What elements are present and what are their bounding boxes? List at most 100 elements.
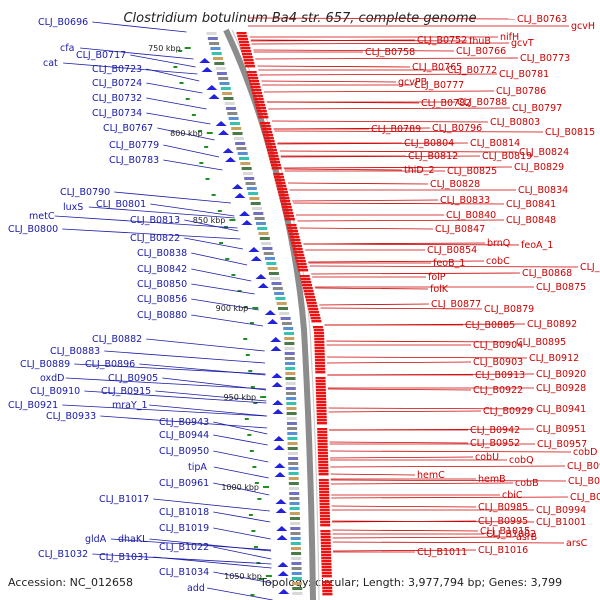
right-leader-line bbox=[283, 166, 513, 169]
left-leader-line bbox=[191, 252, 248, 266]
feature-block bbox=[239, 157, 250, 160]
reverse-gene-block bbox=[255, 104, 266, 107]
right-leader-line bbox=[261, 80, 397, 83]
reverse-gene-block bbox=[267, 152, 278, 155]
gc-marker bbox=[250, 594, 255, 596]
left-leader-line bbox=[65, 377, 266, 390]
reverse-gene-block bbox=[316, 407, 327, 410]
feature-block bbox=[284, 337, 295, 340]
reverse-gene-block bbox=[318, 467, 329, 470]
reverse-gene-block bbox=[301, 281, 312, 284]
forward-gene-arrow bbox=[278, 589, 290, 594]
left-gene-label: CLJ_B0883 bbox=[50, 346, 100, 357]
right-gene-label: CLJ_B0984 bbox=[570, 492, 600, 503]
reverse-gene-block bbox=[252, 95, 263, 98]
reverse-gene-block bbox=[315, 377, 326, 380]
right-leader-line bbox=[277, 142, 469, 145]
right-gene-label: CLJ_B0797 bbox=[512, 103, 562, 114]
feature-block bbox=[284, 347, 295, 350]
reverse-gene-block bbox=[320, 524, 331, 527]
reverse-gene-block bbox=[296, 263, 307, 266]
kbp-label: 1000 kbp bbox=[221, 483, 259, 492]
feature-block bbox=[249, 197, 260, 200]
left-gene-label: luxS bbox=[63, 202, 83, 213]
right-gene-label: CLJ_B0781 bbox=[499, 69, 549, 80]
gc-marker bbox=[199, 162, 204, 164]
feature-block bbox=[289, 497, 300, 500]
reverse-gene-block bbox=[315, 368, 326, 371]
genome-backbone-inner bbox=[231, 29, 320, 600]
forward-gene-arrow bbox=[232, 184, 244, 189]
feature-block bbox=[258, 232, 269, 235]
right-leader-line bbox=[259, 73, 498, 76]
right-gene-label: CLJ_B1015 bbox=[480, 526, 530, 537]
reverse-gene-block bbox=[302, 284, 313, 287]
forward-gene-arrow bbox=[218, 130, 229, 135]
forward-gene-arrow bbox=[272, 409, 284, 414]
left-leader-line bbox=[184, 219, 239, 232]
reverse-gene-block bbox=[242, 56, 253, 59]
feature-block bbox=[215, 67, 226, 70]
feature-block bbox=[236, 147, 247, 150]
left-gene-label: CLJ_B0921 bbox=[8, 400, 58, 411]
reverse-gene-block bbox=[321, 554, 332, 557]
reverse-gene-block bbox=[268, 155, 279, 158]
reverse-gene-block bbox=[316, 419, 327, 422]
right-gene-label: CLJ_B0892 bbox=[527, 319, 577, 330]
left-leader-line bbox=[146, 338, 265, 352]
reverse-gene-block bbox=[321, 566, 332, 569]
reverse-gene-block bbox=[240, 47, 251, 50]
reverse-gene-block bbox=[269, 158, 280, 161]
feature-block bbox=[285, 367, 296, 370]
feature-block bbox=[231, 127, 242, 130]
kbp-tick bbox=[184, 47, 191, 49]
gc-marker bbox=[217, 210, 222, 212]
right-leader-line bbox=[333, 549, 477, 552]
kbp-tick bbox=[263, 486, 270, 488]
left-leader-line bbox=[114, 191, 232, 204]
feature-block bbox=[281, 322, 292, 325]
right-leader-line bbox=[253, 49, 455, 52]
reverse-gene-block bbox=[314, 332, 325, 335]
left-gene-label: CLJ_B0790 bbox=[60, 187, 110, 198]
feature-block bbox=[224, 102, 235, 105]
right-gene-label: CLJ_B0904 bbox=[473, 340, 523, 351]
reverse-gene-block bbox=[321, 569, 332, 572]
right-gene-label: feoB_1 bbox=[433, 258, 465, 269]
left-leader-line bbox=[80, 47, 194, 60]
feature-block bbox=[207, 37, 218, 40]
left-leader-line bbox=[213, 482, 270, 496]
forward-gene-arrow bbox=[234, 193, 246, 198]
right-leader-line bbox=[319, 303, 430, 306]
reverse-gene-block bbox=[257, 113, 268, 116]
reverse-gene-block bbox=[245, 65, 256, 68]
left-gene-label: cfa bbox=[60, 43, 74, 54]
right-leader-line bbox=[308, 260, 485, 263]
right-gene-label: CLJ_B0766 bbox=[456, 46, 506, 57]
feature-block bbox=[267, 267, 278, 270]
right-gene-label: CLJ_B0782 bbox=[421, 98, 471, 109]
right-leader-line bbox=[331, 496, 569, 499]
reverse-gene-block bbox=[322, 590, 333, 593]
left-gene-label: CLJ_B0933 bbox=[46, 411, 96, 422]
feature-block bbox=[265, 257, 276, 260]
right-leader-line bbox=[251, 42, 510, 45]
left-gene-label: cat bbox=[43, 58, 58, 69]
reverse-gene-block bbox=[315, 389, 326, 392]
reverse-gene-block bbox=[266, 146, 277, 149]
left-gene-label: CLJ_B0950 bbox=[159, 446, 209, 457]
reverse-gene-block bbox=[256, 107, 267, 110]
reverse-gene-block bbox=[278, 194, 289, 197]
reverse-gene-block bbox=[317, 446, 328, 449]
right-gene-label: CLJ_B0868 bbox=[522, 268, 572, 279]
gc-marker bbox=[248, 514, 253, 516]
right-gene-label: CLJ_B0788 bbox=[457, 97, 507, 108]
left-gene-label: CLJ_B0915 bbox=[101, 386, 151, 397]
reverse-gene-block bbox=[241, 53, 252, 56]
gc-marker bbox=[254, 482, 259, 484]
left-leader-line bbox=[153, 556, 272, 569]
right-gene-label: CLJ_B0903 bbox=[473, 357, 523, 368]
left-leader-line bbox=[184, 237, 244, 250]
left-leader-line bbox=[191, 268, 252, 282]
right-leader-line bbox=[332, 529, 479, 532]
